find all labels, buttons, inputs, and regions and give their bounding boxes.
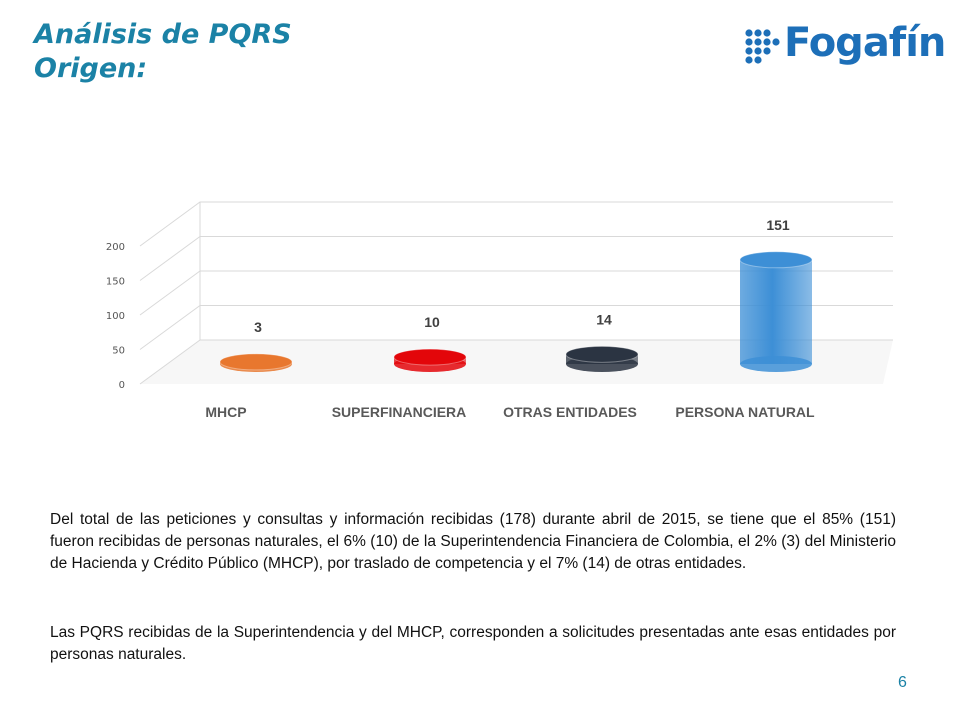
category-label: MHCP xyxy=(205,404,246,420)
data-label: 3 xyxy=(254,319,262,335)
y-tick-label: 50 xyxy=(112,346,125,357)
note-paragraph: Las PQRS recibidas de la Superintendenci… xyxy=(50,624,896,663)
summary-paragraph: Del total de las peticiones y consultas … xyxy=(50,511,896,572)
page-number: 6 xyxy=(898,674,907,691)
logo-text: Fogafín xyxy=(784,20,946,66)
data-label: 10 xyxy=(424,314,440,330)
title-line-2: Origen: xyxy=(34,53,148,84)
title-line-1: Análisis de PQRS xyxy=(34,19,292,50)
page-title: Análisis de PQRS Origen: xyxy=(34,18,292,86)
data-label: 14 xyxy=(596,311,612,327)
y-tick-label: 100 xyxy=(106,311,125,322)
gridline xyxy=(139,201,893,247)
gridline xyxy=(139,339,893,385)
category-label: OTRAS ENTIDADES xyxy=(503,404,637,420)
y-tick-label: 0 xyxy=(119,380,125,391)
gridline xyxy=(139,305,893,350)
bar-top xyxy=(393,348,467,366)
category-label: PERSONA NATURAL xyxy=(675,404,815,420)
fogafin-logo: Fogafín xyxy=(744,20,946,74)
chart-floor xyxy=(140,340,893,384)
gridline xyxy=(139,236,893,281)
y-tick-label: 200 xyxy=(106,242,125,253)
origin-bar-chart: 0 50 100 150 200 3 MHCP 10 SUPERFINANCIERA 14 OTRA… xyxy=(106,201,893,420)
bar-body xyxy=(740,259,812,364)
bar-top xyxy=(739,251,813,269)
category-label: SUPERFINANCIERA xyxy=(332,404,467,420)
logo-dots-icon xyxy=(745,29,780,64)
data-label: 151 xyxy=(766,217,790,233)
bar-top xyxy=(565,345,639,363)
y-tick-label: 150 xyxy=(106,277,125,288)
gridline xyxy=(139,270,893,316)
bar-top xyxy=(219,353,293,371)
